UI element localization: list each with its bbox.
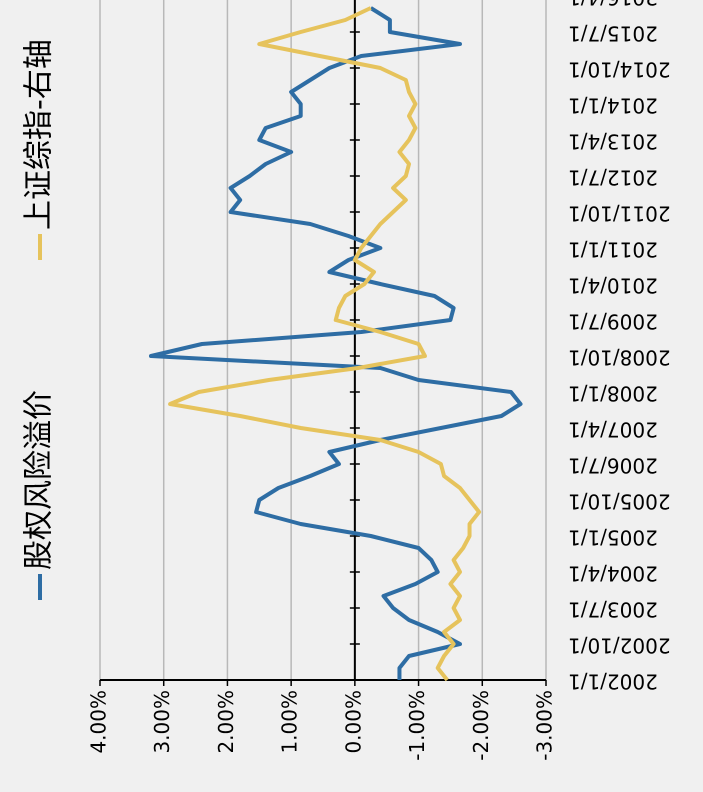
y-tick-label: -2.00% [469, 690, 493, 761]
y-tick-label: -3.00% [533, 690, 557, 761]
rotated-chart: 4.00% 3.00% 2.00% 1.00% 0.00% -1.00% -2.00% -3.… [22, 0, 671, 761]
series-line [168, 6, 482, 682]
y-tick-label: 3.00% [150, 690, 174, 754]
x-tick-label: 2008/10/1 [568, 346, 671, 370]
x-tick-label: 2016/4/1 [568, 0, 658, 10]
y-tick-label: 2.00% [214, 690, 238, 754]
x-tick-label: 2004/4/1 [568, 562, 658, 586]
x-tick-label: 2008/1/1 [568, 382, 658, 406]
x-tick-label: 2003/7/1 [568, 598, 658, 622]
y-tick-label: 1.00% [278, 690, 302, 754]
x-tick-label: 2002/10/1 [568, 634, 671, 658]
x-tick-label: 2005/1/1 [568, 526, 658, 550]
x-tick-label: 2005/10/1 [568, 490, 671, 514]
x-tick-label: 2011/10/1 [568, 202, 671, 226]
y-tick-label: -1.00% [405, 690, 429, 761]
legend-label: 上证综指-右轴 [22, 39, 57, 230]
x-tick-label: 2002/1/1 [568, 670, 658, 694]
series-line [148, 6, 523, 680]
x-tick-label: 2014/1/1 [568, 94, 658, 118]
x-tick-label: 2013/4/1 [568, 130, 658, 154]
x-tick-label: 2014/10/1 [568, 58, 671, 82]
legend-label: 股权风险溢价 [22, 390, 57, 570]
x-tick-label: 2012/7/1 [568, 166, 658, 190]
x-tick-label: 2007/4/1 [568, 418, 658, 442]
x-tick-label: 2009/7/1 [568, 310, 658, 334]
x-tick-label: 2015/7/1 [568, 22, 658, 46]
x-tick-label: 2010/4/1 [568, 274, 658, 298]
y-tick-label: 4.00% [87, 690, 111, 754]
y-tick-label: 0.00% [341, 690, 365, 754]
x-tick-label: 2011/1/1 [568, 238, 658, 262]
x-tick-label: 2006/7/1 [568, 454, 658, 478]
